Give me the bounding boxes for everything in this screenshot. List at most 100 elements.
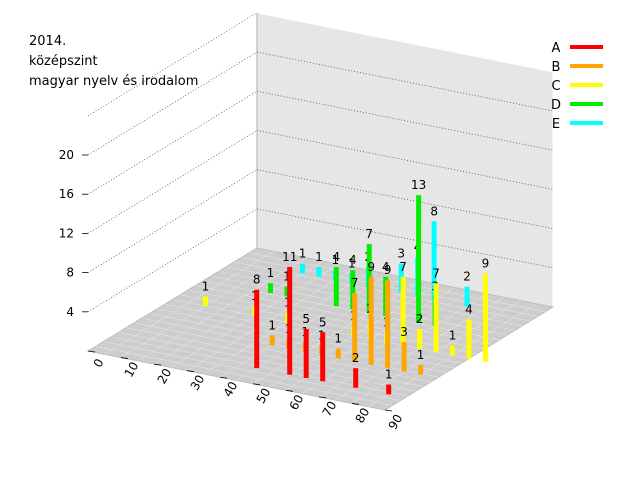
bar-label-A: 5 (319, 315, 327, 329)
bar-A (386, 384, 392, 395)
bar-label-D: 4 (382, 260, 390, 274)
y-tick (87, 350, 96, 353)
chart-title-line-2: középszint (29, 54, 98, 69)
bar-label-B: 9 (384, 263, 392, 277)
bar-label-C: 4 (465, 302, 473, 316)
bar-label-A: 2 (352, 351, 360, 365)
y-tick-label: 10 (122, 359, 142, 379)
bar-label-D: 4 (349, 253, 357, 267)
chart-title-line-1: 2014. (29, 34, 67, 49)
z-tick-label: 8 (66, 266, 74, 280)
chart-title-line-3: magyar nyelv és irodalom (29, 74, 199, 89)
bar-label-B: 1 (334, 332, 342, 346)
y-tick-label: 60 (287, 392, 307, 412)
z-gridline (87, 169, 258, 273)
y-tick (120, 357, 129, 359)
bar-label-E: 1 (299, 247, 307, 261)
floor-grid-line (126, 327, 424, 387)
floor-grid-line (110, 336, 408, 397)
bar-B (418, 364, 424, 375)
bar-label-E: 2 (463, 270, 471, 284)
floor-grid-line (103, 341, 401, 401)
bar-B (385, 280, 391, 369)
bar-D (284, 286, 290, 297)
bar-label-E: 3 (397, 247, 405, 261)
floor-grid-line (149, 313, 447, 373)
bar-label-B: 3 (400, 325, 408, 339)
bar-C (417, 329, 423, 349)
legend-label-E: E (552, 117, 560, 132)
y-tick (186, 370, 195, 373)
bar-label-D: 1 (267, 266, 275, 280)
bar-C (400, 276, 406, 346)
bar-label-E: 8 (430, 204, 438, 218)
bar-B (352, 293, 358, 362)
z-tick-label: 12 (59, 226, 74, 240)
z-gridline (87, 90, 258, 195)
z-gridline (87, 130, 258, 234)
z-gridline (256, 169, 554, 229)
floor-grid-line (118, 331, 416, 392)
bar-B (401, 342, 407, 372)
y-tick-label: 80 (353, 405, 373, 425)
legend-label-B: B (552, 60, 561, 75)
bar-label-C: 9 (482, 257, 490, 271)
z-tick-label: 16 (59, 187, 74, 201)
z-gridline (87, 51, 258, 156)
z-tick-label: 20 (59, 148, 74, 162)
y-tick-label: 90 (386, 412, 406, 432)
y-tick (219, 376, 228, 379)
bar-label-E: 1 (315, 250, 323, 264)
y-tick (318, 396, 327, 399)
legend-label-A: A (552, 41, 561, 56)
y-tick-label: 50 (254, 386, 274, 406)
bar-A (353, 368, 359, 388)
bar-label-E: 1 (348, 257, 356, 271)
bar-label-B: 9 (367, 260, 375, 274)
bar-label-B: 1 (417, 348, 425, 362)
bar-C (433, 283, 439, 352)
legend-label-C: C (551, 79, 560, 94)
bar-label-E: 1 (332, 253, 340, 267)
bar-A (287, 266, 293, 375)
bar-B (368, 276, 374, 365)
bar-label-B: 7 (351, 276, 359, 290)
floor-grid-line (233, 261, 531, 322)
bar-A (254, 289, 260, 369)
bar-label-B: 1 (268, 318, 276, 332)
bar-label-A: 1 (385, 368, 393, 382)
y-tick-label: 20 (155, 366, 175, 386)
floor-grid-line (164, 303, 462, 364)
bar-label-D: 13 (411, 178, 426, 192)
bar-E (431, 221, 437, 300)
bar-D (333, 266, 339, 307)
bar-label-A: 5 (302, 312, 310, 326)
bar-E (316, 266, 322, 277)
y-tick (252, 383, 261, 386)
floor-grid-line (134, 322, 431, 383)
floor-grid-line (226, 266, 523, 327)
bar-B (335, 348, 341, 359)
y-tick-label: 70 (320, 399, 340, 419)
bar-B (269, 335, 275, 346)
bar-label-D: 1 (283, 270, 291, 284)
bar-label-C: 1 (449, 328, 457, 342)
bar-C (466, 319, 472, 359)
bar-D (416, 195, 422, 323)
y-tick (285, 389, 294, 392)
bar-A (303, 328, 309, 378)
bar-label-C: 1 (202, 279, 210, 293)
floor-grid-line (180, 294, 477, 355)
bar-label-C: 7 (399, 260, 407, 274)
bar-label-A: 11 (282, 250, 297, 264)
frame-line (87, 12, 258, 117)
bar-C (482, 273, 488, 362)
y-tick (153, 363, 162, 366)
z-gridline (256, 51, 554, 112)
z-gridline (256, 130, 554, 190)
bar-label-C: 2 (416, 312, 424, 326)
bar-E (464, 286, 470, 307)
floor-grid-line (210, 275, 508, 336)
